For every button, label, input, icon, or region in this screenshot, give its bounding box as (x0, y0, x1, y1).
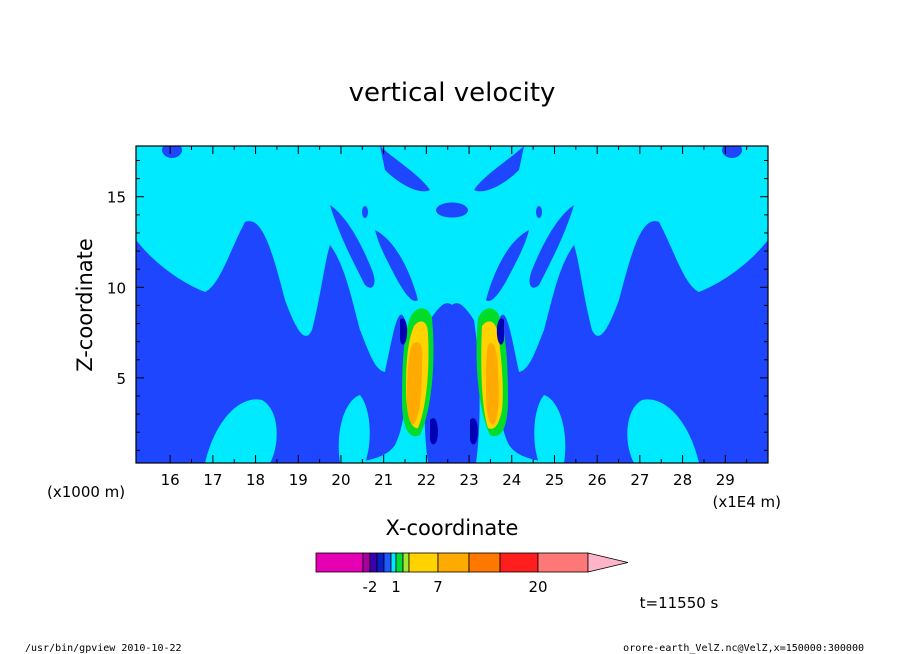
y-tick-label: 10 (107, 279, 126, 297)
colorbar-segment (395, 552, 404, 573)
colorbar-segment (499, 552, 539, 573)
x-tick-label: 16 (161, 471, 180, 489)
x-tick-label: 21 (374, 471, 393, 489)
x-tick-label: 22 (417, 471, 436, 489)
updraft-orange-right (486, 343, 499, 425)
pocket-left-bottom (205, 399, 277, 463)
top-blob-right (474, 146, 524, 192)
x-tick-label: 26 (588, 471, 607, 489)
streak-left-upper (330, 205, 375, 288)
x-axis-label: X-coordinate (386, 516, 519, 540)
x-tick-label: 20 (331, 471, 350, 489)
y-tick-label: 15 (107, 189, 126, 207)
downdraft-region-left (136, 221, 408, 463)
y-tick-label: 5 (116, 370, 126, 388)
x-tick-label: 19 (289, 471, 308, 489)
colorbar-extend-arrow (587, 552, 629, 573)
streak-right-mid (486, 230, 529, 301)
top-corner-blob-right (722, 146, 742, 158)
colorbar-segment (315, 552, 364, 573)
x-tick-label: 24 (502, 471, 521, 489)
x-tick-label: 27 (630, 471, 649, 489)
dark-core-left (400, 318, 408, 345)
colorbar-segment (437, 552, 470, 573)
colorbar-label: 20 (528, 578, 547, 596)
colorbar-label: 1 (391, 578, 401, 596)
downdraft-region-center (424, 303, 480, 463)
colorbar-label: -2 (363, 578, 378, 596)
x-tick-label: 29 (716, 471, 735, 489)
pocket-right-mid (534, 395, 566, 463)
x-tick-label: 28 (673, 471, 692, 489)
y-axis: 5 10 15 (107, 159, 768, 451)
top-blob-center (436, 202, 468, 218)
colorbar-segment (408, 552, 439, 573)
footer-right: orore-earth_VelZ.nc@VelZ,x=150000:300000 (623, 643, 864, 654)
x-tick-label: 17 (203, 471, 222, 489)
downdraft-region-right (496, 221, 768, 463)
x-units-left: (x1000 m) (47, 483, 125, 501)
colorbar-segment (362, 552, 371, 573)
chart-title: vertical velocity (349, 78, 556, 108)
top-corner-blob-left (162, 146, 182, 158)
y-axis-label: Z-coordinate (73, 238, 97, 372)
x-axis: 16 17 18 19 20 21 22 23 24 25 26 27 28 29 (161, 146, 748, 489)
pocket-left-mid (338, 395, 370, 463)
colorbar-label: 7 (433, 578, 443, 596)
weak-updraft-right (470, 418, 478, 445)
colorbar-segment (468, 552, 501, 573)
dark-core-right (496, 318, 504, 345)
x-units-right: (x1E4 m) (712, 493, 781, 511)
x-tick-label: 25 (545, 471, 564, 489)
time-label: t=11550 s (640, 594, 719, 612)
pocket-right-bottom (627, 399, 699, 463)
streak-left-mid (375, 230, 418, 301)
x-tick-label: 23 (460, 471, 479, 489)
weak-updraft-left (430, 418, 438, 445)
updraft-orange-left (406, 342, 423, 425)
colorbar-segment (376, 552, 385, 573)
dots-right (536, 206, 542, 218)
plot-frame (135, 145, 769, 464)
top-blob-left (380, 146, 430, 192)
x-tick-label: 18 (246, 471, 265, 489)
colorbar-segment (369, 552, 378, 573)
streak-right-upper (529, 205, 574, 288)
colorbar-segment (383, 552, 392, 573)
colorbar-segment (402, 552, 410, 573)
dots-left (362, 206, 368, 218)
plot-area (135, 145, 769, 464)
footer-left: /usr/bin/gpview 2010-10-22 (25, 643, 182, 654)
colorbar: -2 1 7 20 (315, 552, 629, 596)
colorbar-segment (537, 552, 589, 573)
colorbar-segment (390, 552, 397, 573)
